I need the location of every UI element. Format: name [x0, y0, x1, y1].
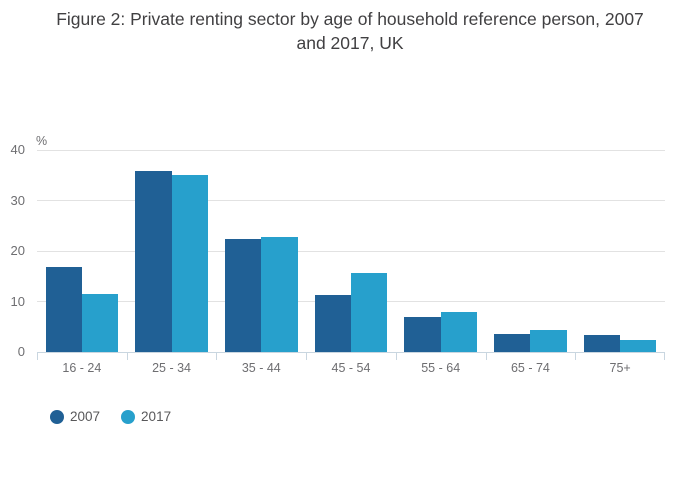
- legend-label-2017: 2017: [141, 409, 172, 424]
- chart-title-line1: Figure 2: Private renting sector by age …: [56, 9, 644, 29]
- bar-2007-65-74: [494, 334, 531, 352]
- bar-2017-55-64: [440, 311, 478, 352]
- bar-2007-16-24: [45, 267, 82, 352]
- chart-title-line2: and 2017, UK: [296, 32, 404, 53]
- x-tick-label: 35 - 44: [241, 361, 281, 375]
- legend-marker-2017: [121, 409, 136, 424]
- chart-title: Figure 2: Private renting sector by age …: [0, 8, 700, 55]
- bar-2007-55-64: [404, 317, 441, 352]
- bar-2017-25-34: [171, 175, 208, 352]
- legend-marker-2007: [50, 409, 64, 424]
- y-axis-unit-label: %: [36, 134, 48, 148]
- y-tick-label: 0: [17, 344, 25, 359]
- gridline-40: [37, 149, 665, 151]
- x-tick-label: 16 - 24: [62, 361, 102, 375]
- bar-2007-75+: [583, 335, 621, 352]
- bar-2017-16-24: [81, 293, 119, 352]
- bar-2007-35-44: [224, 239, 262, 352]
- x-tick-label: 55 - 64: [421, 361, 461, 375]
- x-axis-line: [37, 352, 665, 353]
- x-axis-tick: [664, 352, 665, 360]
- legend-item-2007: 2007: [50, 409, 100, 424]
- x-tick-label: 25 - 34: [152, 361, 192, 375]
- legend: 2007 2017: [50, 409, 171, 424]
- bar-2017-35-44: [261, 237, 298, 352]
- bar-2017-45-54: [351, 273, 388, 352]
- gridline-20: [37, 250, 665, 252]
- x-axis-tick: [126, 352, 128, 360]
- x-axis-tick: [395, 352, 397, 360]
- x-tick-label: 75+: [609, 361, 631, 375]
- y-tick-label: 30: [10, 192, 25, 208]
- x-axis-tick: [216, 352, 218, 360]
- bar-2017-65-74: [530, 330, 567, 352]
- x-axis-tick: [575, 352, 577, 360]
- bar-2017-75+: [620, 339, 657, 352]
- plot-area: 16 - 24 25 - 34 35 - 44 45 - 54 55 - 64 65 - …: [37, 149, 665, 375]
- x-axis-tick: [37, 352, 38, 360]
- legend-label-2007: 2007: [70, 409, 101, 424]
- bar-2007-25-34: [135, 171, 172, 352]
- legend-item-2017: 2017: [121, 409, 171, 424]
- gridline-30: [37, 200, 665, 201]
- x-tick-label: 45 - 54: [331, 361, 371, 375]
- x-axis-tick: [306, 352, 308, 360]
- bar-2007-45-54: [314, 295, 351, 352]
- y-axis: 0 10 20 30 40: [0, 0, 25, 400]
- y-tick-label: 20: [10, 243, 25, 258]
- y-tick-label: 40: [10, 142, 25, 157]
- x-axis-tick: [485, 352, 487, 360]
- x-tick-label: 65 - 74: [510, 361, 550, 375]
- y-tick-label: 10: [10, 293, 25, 309]
